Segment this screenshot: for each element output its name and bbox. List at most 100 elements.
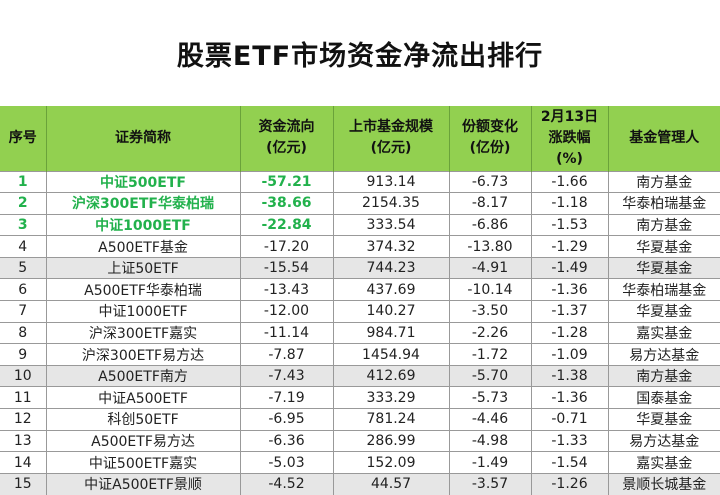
index-cell: 14 (0, 451, 46, 474)
name-cell: 中证1000ETF (45, 213, 240, 236)
name-cell: 中证A500ETF (45, 386, 240, 409)
header-share-change: 份额变化 (亿份) (448, 106, 531, 171)
name-cell: A500ETF易方达 (45, 429, 240, 452)
index-cell: 6 (0, 278, 46, 301)
change-pct-cell: -1.54 (530, 451, 608, 474)
manager-cell: 华泰柏瑞基金 (607, 192, 720, 215)
change-pct-cell: -1.26 (530, 472, 608, 495)
flow-cell: -12.00 (239, 300, 333, 323)
size-cell: 744.23 (332, 256, 449, 279)
manager-cell: 华夏基金 (607, 235, 720, 258)
index-cell: 5 (0, 256, 46, 279)
header-index: 序号 (0, 106, 46, 171)
manager-cell: 南方基金 (607, 213, 720, 236)
share-change-cell: -4.91 (448, 256, 531, 279)
index-cell: 13 (0, 429, 46, 452)
change-pct-cell: -1.28 (530, 321, 608, 344)
header-change-pct: 2月13日 涨跌幅 (%) (530, 106, 608, 171)
change-pct-cell: -1.18 (530, 192, 608, 215)
index-cell: 9 (0, 343, 46, 366)
manager-cell: 华泰柏瑞基金 (607, 278, 720, 301)
manager-cell: 国泰基金 (607, 386, 720, 409)
name-cell: 中证500ETF (45, 170, 240, 193)
change-pct-cell: -1.38 (530, 364, 608, 387)
manager-cell: 易方达基金 (607, 429, 720, 452)
share-change-cell: -4.46 (448, 408, 531, 431)
share-change-cell: -5.73 (448, 386, 531, 409)
name-cell: 中证A500ETF景顺 (45, 472, 240, 495)
size-cell: 152.09 (332, 451, 449, 474)
flow-cell: -7.43 (239, 364, 333, 387)
share-change-cell: -3.50 (448, 300, 531, 323)
size-cell: 374.32 (332, 235, 449, 258)
share-change-cell: -4.98 (448, 429, 531, 452)
size-cell: 333.54 (332, 213, 449, 236)
share-change-cell: -3.57 (448, 472, 531, 495)
change-pct-cell: -1.09 (530, 343, 608, 366)
page-title: 股票ETF市场资金净流出排行 (176, 40, 544, 72)
name-cell: A500ETF华泰柏瑞 (45, 278, 240, 301)
table-row: 2 沪深300ETF华泰柏瑞 -38.66 2154.35 -8.17 -1.18 华泰柏瑞… (0, 192, 720, 215)
change-pct-cell: -0.71 (530, 408, 608, 431)
flow-cell: -6.95 (239, 408, 333, 431)
size-cell: 2154.35 (332, 192, 449, 215)
manager-cell: 南方基金 (607, 364, 720, 387)
size-cell: 286.99 (332, 429, 449, 452)
flow-cell: -4.52 (239, 472, 333, 495)
flow-cell: -5.03 (239, 451, 333, 474)
share-change-cell: -6.73 (448, 170, 531, 193)
share-change-cell: -2.26 (448, 321, 531, 344)
change-pct-cell: -1.49 (530, 256, 608, 279)
size-cell: 412.69 (332, 364, 449, 387)
share-change-cell: -10.14 (448, 278, 531, 301)
index-cell: 1 (0, 170, 46, 193)
table-row: 4 A500ETF基金 -17.20 374.32 -13.80 -1.29 华夏基金 (0, 235, 720, 258)
change-pct-cell: -1.29 (530, 235, 608, 258)
flow-cell: -13.43 (239, 278, 333, 301)
table-row: 8 沪深300ETF嘉实 -11.14 984.71 -2.26 -1.28 嘉实基金 (0, 321, 720, 344)
index-cell: 2 (0, 192, 46, 215)
table-row: 15 中证A500ETF景顺 -4.52 44.57 -3.57 -1.26 景顺长城基金 (0, 472, 720, 495)
size-cell: 781.24 (332, 408, 449, 431)
change-pct-cell: -1.53 (530, 213, 608, 236)
index-cell: 4 (0, 235, 46, 258)
name-cell: 中证500ETF嘉实 (45, 451, 240, 474)
table-row: 6 A500ETF华泰柏瑞 -13.43 437.69 -10.14 -1.36 华泰柏瑞基… (0, 278, 720, 301)
share-change-cell: -1.72 (448, 343, 531, 366)
change-pct-cell: -1.33 (530, 429, 608, 452)
index-cell: 12 (0, 408, 46, 431)
index-cell: 8 (0, 321, 46, 344)
manager-cell: 易方达基金 (607, 343, 720, 366)
header-manager: 基金管理人 (607, 106, 720, 171)
name-cell: 沪深300ETF易方达 (45, 343, 240, 366)
flow-cell: -11.14 (239, 321, 333, 344)
flow-cell: -17.20 (239, 235, 333, 258)
name-cell: 中证1000ETF (45, 300, 240, 323)
index-cell: 3 (0, 213, 46, 236)
size-cell: 333.29 (332, 386, 449, 409)
share-change-cell: -5.70 (448, 364, 531, 387)
flow-cell: -6.36 (239, 429, 333, 452)
table-row: 9 沪深300ETF易方达 -7.87 1454.94 -1.72 -1.09 易方达基金 (0, 343, 720, 366)
table-row: 14 中证500ETF嘉实 -5.03 152.09 -1.49 -1.54 嘉实基金 (0, 451, 720, 474)
name-cell: 沪深300ETF嘉实 (45, 321, 240, 344)
change-pct-cell: -1.66 (530, 170, 608, 193)
share-change-cell: -6.86 (448, 213, 531, 236)
size-cell: 437.69 (332, 278, 449, 301)
share-change-cell: -13.80 (448, 235, 531, 258)
name-cell: 科创50ETF (45, 408, 240, 431)
name-cell: 上证50ETF (45, 256, 240, 279)
size-cell: 1454.94 (332, 343, 449, 366)
manager-cell: 华夏基金 (607, 256, 720, 279)
header-size: 上市基金规模 (亿元) (332, 106, 449, 171)
index-cell: 15 (0, 472, 46, 495)
index-cell: 10 (0, 364, 46, 387)
size-cell: 140.27 (332, 300, 449, 323)
manager-cell: 嘉实基金 (607, 451, 720, 474)
header-name: 证券简称 (45, 106, 240, 171)
manager-cell: 景顺长城基金 (607, 472, 720, 495)
manager-cell: 华夏基金 (607, 408, 720, 431)
name-cell: A500ETF基金 (45, 235, 240, 258)
flow-cell: -7.19 (239, 386, 333, 409)
index-cell: 11 (0, 386, 46, 409)
